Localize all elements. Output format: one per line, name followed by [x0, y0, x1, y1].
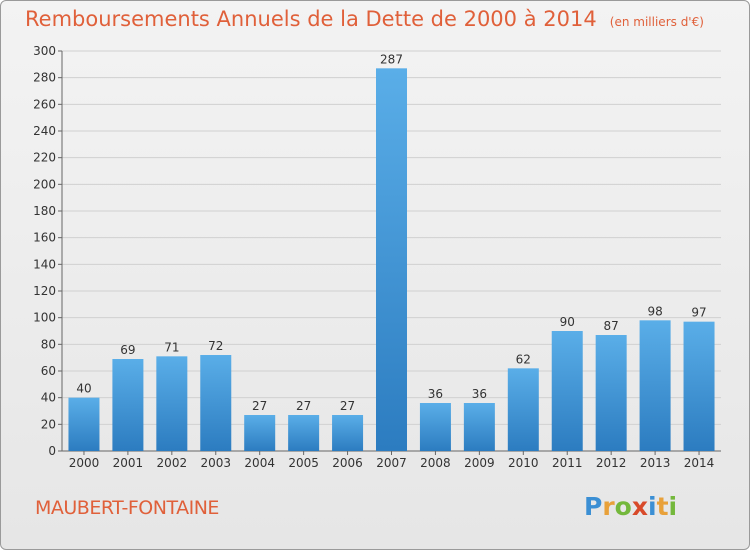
x-tick-label: 2002: [157, 456, 188, 470]
y-tick-label: 140: [33, 257, 56, 271]
bars: [68, 68, 715, 451]
y-tick-label: 60: [41, 364, 56, 378]
x-tick-label: 2013: [640, 456, 671, 470]
y-tick-label: 280: [33, 71, 56, 85]
bar: [244, 415, 276, 451]
logo-letter: P: [584, 492, 603, 521]
bar: [683, 321, 715, 451]
data-label: 40: [76, 382, 91, 396]
logo-letter: x: [631, 492, 648, 521]
y-tick-label: 300: [33, 44, 56, 58]
commune-name: MAUBERT-FONTAINE: [35, 497, 219, 519]
bar: [112, 359, 144, 451]
bar: [507, 368, 539, 451]
chart-subtitle: (en milliers d'€): [609, 15, 704, 29]
bar: [595, 335, 627, 451]
y-tick-label: 220: [33, 151, 56, 165]
data-labels: 40 69 71 72 27 27 27 287 36 36 62 90 87 98 97: [76, 52, 706, 413]
x-tick-label: 2011: [552, 456, 583, 470]
x-tick-label: 2012: [596, 456, 627, 470]
x-tick-label: 2003: [200, 456, 231, 470]
chart-title: Remboursements Annuels de la Dette de 20…: [25, 7, 597, 31]
x-tick-label: 2007: [376, 456, 407, 470]
y-tick-label: 160: [33, 231, 56, 245]
y-tick-label: 120: [33, 284, 56, 298]
x-tick-label: 2010: [508, 456, 539, 470]
y-tick-label: 100: [33, 311, 56, 325]
data-label: 87: [604, 319, 619, 333]
data-label: 287: [380, 52, 403, 66]
data-label: 62: [516, 352, 531, 366]
bar: [200, 355, 232, 451]
data-label: 90: [560, 315, 575, 329]
y-tick-label: 200: [33, 177, 56, 191]
data-label: 36: [472, 387, 487, 401]
x-tick-label: 2008: [420, 456, 451, 470]
bar: [332, 415, 364, 451]
logo-letter: t: [656, 492, 669, 521]
y-tick-label: 40: [41, 391, 56, 405]
data-label: 27: [296, 399, 311, 413]
x-tick-label: 2006: [332, 456, 363, 470]
y-tick-label: 240: [33, 124, 56, 138]
bar: [288, 415, 320, 451]
y-tick-label: 0: [48, 444, 56, 458]
x-tick-label: 2001: [113, 456, 144, 470]
logo-letter: o: [614, 492, 632, 521]
bar: [156, 356, 188, 451]
y-tick-label: 180: [33, 204, 56, 218]
bar: [419, 403, 451, 451]
bar: [68, 397, 100, 451]
data-label: 36: [428, 387, 443, 401]
proxiti-logo: Proxiti: [584, 492, 677, 521]
data-label: 27: [340, 399, 355, 413]
bar: [551, 331, 583, 451]
y-tick-label: 80: [41, 337, 56, 351]
x-tick-label: 2009: [464, 456, 495, 470]
bar: [463, 403, 495, 451]
logo-letter: r: [602, 492, 615, 521]
data-label: 69: [120, 343, 135, 357]
bar: [376, 68, 407, 451]
logo-letter: i: [648, 492, 657, 521]
data-label: 71: [164, 340, 179, 354]
bar: [639, 320, 671, 451]
x-tick-label: 2014: [684, 456, 715, 470]
x-tick-label: 2004: [244, 456, 275, 470]
axes: 0 20 40 60 80 100 120 140 160 180 200 220 240 260 280 3…: [33, 44, 721, 470]
logo-letter: i: [668, 492, 678, 521]
data-label: 72: [208, 339, 223, 353]
data-label: 98: [647, 304, 662, 318]
x-tick-label: 2000: [69, 456, 100, 470]
title-row: Remboursements Annuels de la Dette de 20…: [25, 7, 704, 31]
x-tick-label: 2005: [288, 456, 319, 470]
data-label: 97: [691, 306, 706, 320]
y-tick-label: 20: [41, 417, 56, 431]
data-label: 27: [252, 399, 267, 413]
y-tick-label: 260: [33, 97, 56, 111]
